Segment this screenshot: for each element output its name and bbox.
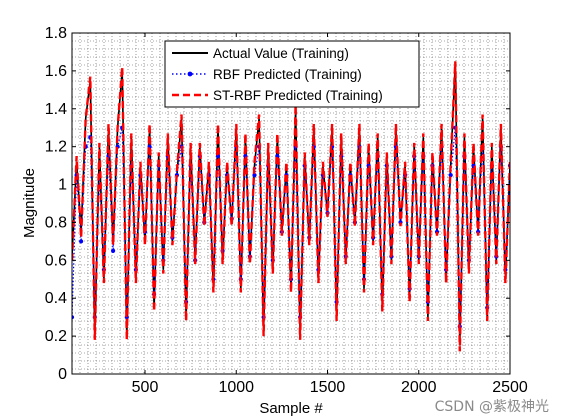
x-tick-label: 500 (132, 379, 159, 396)
x-tick-label: 1000 (218, 379, 254, 396)
y-tick-label: 1.8 (45, 25, 67, 42)
legend: Actual Value (Training) RBF Predicted (T… (164, 40, 420, 108)
rbf-point (111, 248, 116, 253)
series-layer (72, 61, 510, 352)
y-tick-label: 0.8 (45, 214, 67, 231)
y-axis-title: Magnitude (21, 168, 38, 238)
y-tick-label: 0.2 (45, 328, 67, 345)
ticks: 500 1000 1500 2000 2500 0 0.2 0.4 0.6 0.8 1 1.2 1.4 1… (45, 25, 528, 396)
rbf-point (448, 173, 453, 178)
x-tick-label: 1500 (310, 379, 346, 396)
y-tick-label: 1.2 (45, 139, 67, 156)
legend-label-rbf: RBF Predicted (Training) (213, 67, 362, 82)
x-axis-title: Sample # (259, 400, 323, 417)
legend-marker-rbf (187, 71, 193, 77)
y-tick-label: 0 (58, 366, 67, 383)
x-tick-label: 2000 (401, 379, 437, 396)
watermark: CSDN @紫极神光 (434, 399, 549, 415)
y-tick-label: 1.4 (45, 101, 67, 118)
y-tick-label: 1 (58, 177, 67, 194)
y-tick-label: 0.6 (45, 252, 67, 269)
plot-frame (71, 32, 511, 375)
rbf-point (72, 315, 75, 320)
x-tick-label: 2500 (492, 379, 528, 396)
rbf-point (252, 173, 257, 178)
legend-label-strbf: ST-RBF Predicted (Training) (213, 88, 383, 103)
legend-label-actual: Actual Value (Training) (213, 46, 349, 61)
y-tick-label: 1.6 (45, 63, 67, 80)
series-strbf (72, 61, 510, 352)
y-tick-label: 0.4 (45, 290, 67, 307)
rbf-point (79, 239, 84, 244)
